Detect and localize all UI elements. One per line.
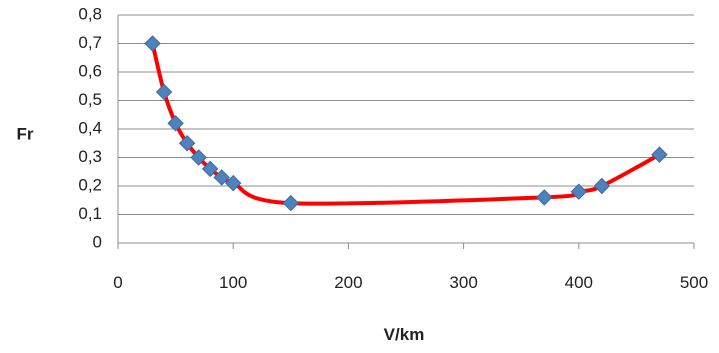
data-point-marker bbox=[190, 149, 207, 166]
y-tick-label: 0 bbox=[93, 232, 102, 251]
data-point-marker bbox=[536, 189, 553, 206]
gridlines bbox=[118, 14, 694, 215]
x-tick-label: 400 bbox=[565, 273, 593, 292]
data-point-marker bbox=[282, 194, 300, 212]
y-tick-label: 0,7 bbox=[78, 33, 102, 52]
data-point-marker bbox=[167, 115, 184, 132]
data-point-marker bbox=[178, 135, 196, 152]
x-tick-labels: 0 100 200 300 400 500 bbox=[113, 273, 708, 292]
x-tick-label: 200 bbox=[334, 273, 362, 292]
y-axis-title: Fr bbox=[17, 124, 34, 143]
data-point-marker bbox=[224, 174, 242, 192]
data-point-marker bbox=[213, 169, 230, 186]
y-tick-label: 0,8 bbox=[78, 4, 102, 23]
data-point-marker bbox=[570, 183, 588, 200]
y-tick-labels: 0 0,1 0,2 0,3 0,4 0,5 0,6 0,7 0,8 bbox=[78, 4, 102, 251]
y-tick-label: 0,6 bbox=[78, 61, 102, 80]
x-axis-title: V/km bbox=[384, 325, 425, 344]
y-tick-label: 0,2 bbox=[78, 175, 102, 194]
y-tick-label: 0,1 bbox=[78, 204, 102, 223]
data-point-marker bbox=[144, 35, 161, 52]
x-tick-label: 500 bbox=[680, 273, 708, 292]
x-tick-label: 100 bbox=[219, 273, 247, 292]
data-point-marker bbox=[593, 177, 611, 195]
data-series bbox=[144, 35, 668, 212]
data-point-marker bbox=[201, 160, 219, 178]
y-tick-label: 0,3 bbox=[78, 147, 102, 166]
y-tick-label: 0,5 bbox=[78, 90, 102, 109]
y-tick-label: 0,4 bbox=[78, 118, 102, 137]
x-tick-label: 300 bbox=[449, 273, 477, 292]
data-point-marker bbox=[155, 83, 173, 101]
data-point-marker bbox=[651, 146, 668, 163]
x-tick-label: 0 bbox=[113, 273, 122, 292]
axes bbox=[117, 15, 695, 249]
